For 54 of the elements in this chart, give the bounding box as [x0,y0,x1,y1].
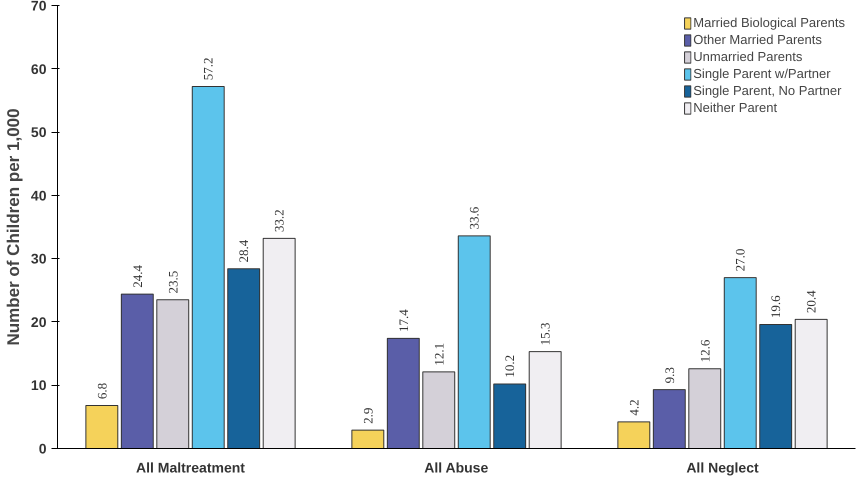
y-tick-label: 70 [30,0,47,14]
data-label: 33.6 [466,206,482,230]
bar [85,404,118,448]
legend-label: Unmarried Parents [693,49,802,64]
bar [617,421,650,448]
bar [120,294,154,448]
data-label: 15.3 [538,322,553,346]
data-label: 9.3 [662,367,677,384]
legend-label: Single Parent, No Partner [693,83,842,98]
bar [458,235,491,448]
data-label: 27.0 [732,248,748,272]
y-tick-label: 40 [30,187,47,204]
legend-label: Single Parent w/Partner [693,66,831,81]
data-label: 23.5 [165,270,180,294]
y-tick-label: 10 [30,377,47,394]
bar [386,338,420,448]
data-label: 10.2 [502,354,518,378]
bar [262,238,296,448]
x-tick-label: All Abuse [424,460,488,476]
data-label: 4.2 [626,399,642,416]
legend-label: Married Biological Parents [693,15,845,30]
y-tick-label: 20 [30,314,47,330]
data-label: 33.2 [272,209,287,232]
y-tick-label: 50 [30,124,47,140]
bar [688,368,722,448]
y-tick-label: 60 [30,60,47,77]
bar [794,318,828,448]
data-label: 2.9 [360,408,376,424]
bar [422,371,456,448]
legend-label: Neither Parent [693,100,778,115]
bar [528,351,562,448]
data-label: 6.8 [94,382,110,400]
bar [227,268,260,448]
x-tick-label: All Neglect [686,460,760,476]
bar [759,324,792,448]
data-label: 17.4 [396,308,411,332]
bar [652,389,686,448]
bar [192,86,225,448]
y-tick-label: 0 [38,440,47,456]
data-label: 20.4 [804,290,819,314]
bar [724,277,757,448]
y-axis-title: Number of Children per 1,000 [4,108,23,346]
data-label: 12.1 [431,342,446,366]
data-label: 24.4 [130,264,145,288]
bar [156,299,190,448]
legend-label: Other Married Parents [693,32,822,47]
y-tick-label: 30 [30,250,47,267]
data-label: 57.2 [200,57,216,80]
bar [493,383,526,448]
data-label: 12.6 [697,339,712,362]
x-tick-label: All Maltreatment [136,460,246,476]
data-label: 28.4 [236,239,252,262]
bar [351,430,384,448]
data-label: 19.6 [768,294,784,318]
